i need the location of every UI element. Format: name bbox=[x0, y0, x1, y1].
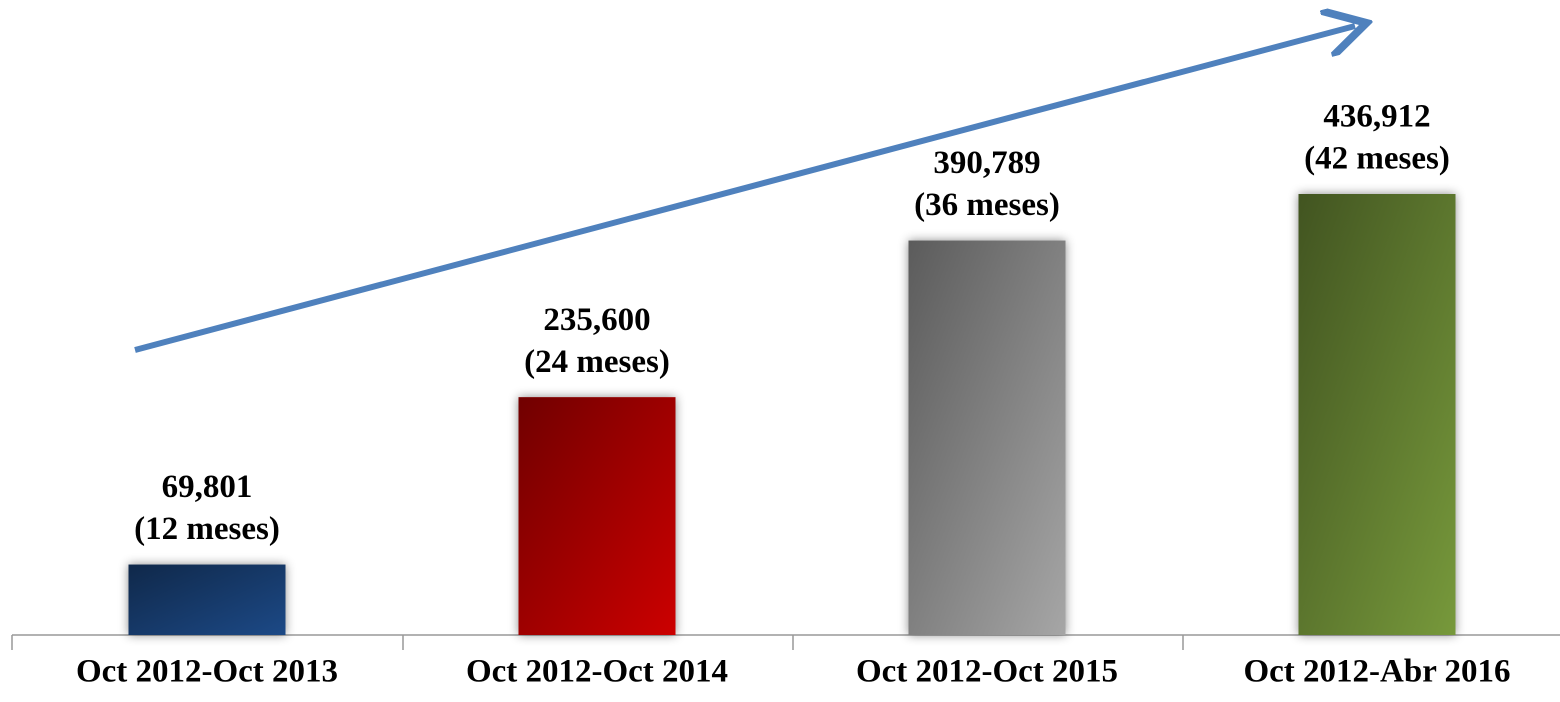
x-tick-label: Oct 2012-Oct 2015 bbox=[856, 654, 1118, 690]
value-label: 436,912 bbox=[1323, 99, 1430, 135]
x-tick-label: Oct 2012-Oct 2014 bbox=[466, 654, 728, 690]
annotation: (12 meses) bbox=[134, 511, 280, 547]
x-tick-label: Oct 2012-Oct 2013 bbox=[76, 654, 338, 690]
bar bbox=[908, 240, 1066, 635]
trend-arrow bbox=[134, 26, 1355, 353]
annotation: (36 meses) bbox=[914, 187, 1060, 223]
annotation: (42 meses) bbox=[1304, 141, 1450, 177]
value-label: 390,789 bbox=[933, 145, 1040, 181]
axis bbox=[11, 634, 1560, 650]
value-label: 235,600 bbox=[543, 302, 650, 338]
bar bbox=[128, 564, 286, 635]
value-label: 69,801 bbox=[162, 469, 253, 505]
x-tick-label: Oct 2012-Abr 2016 bbox=[1243, 654, 1510, 690]
annotation: (24 meses) bbox=[524, 344, 670, 380]
bar bbox=[1298, 194, 1456, 635]
bar bbox=[518, 397, 676, 635]
